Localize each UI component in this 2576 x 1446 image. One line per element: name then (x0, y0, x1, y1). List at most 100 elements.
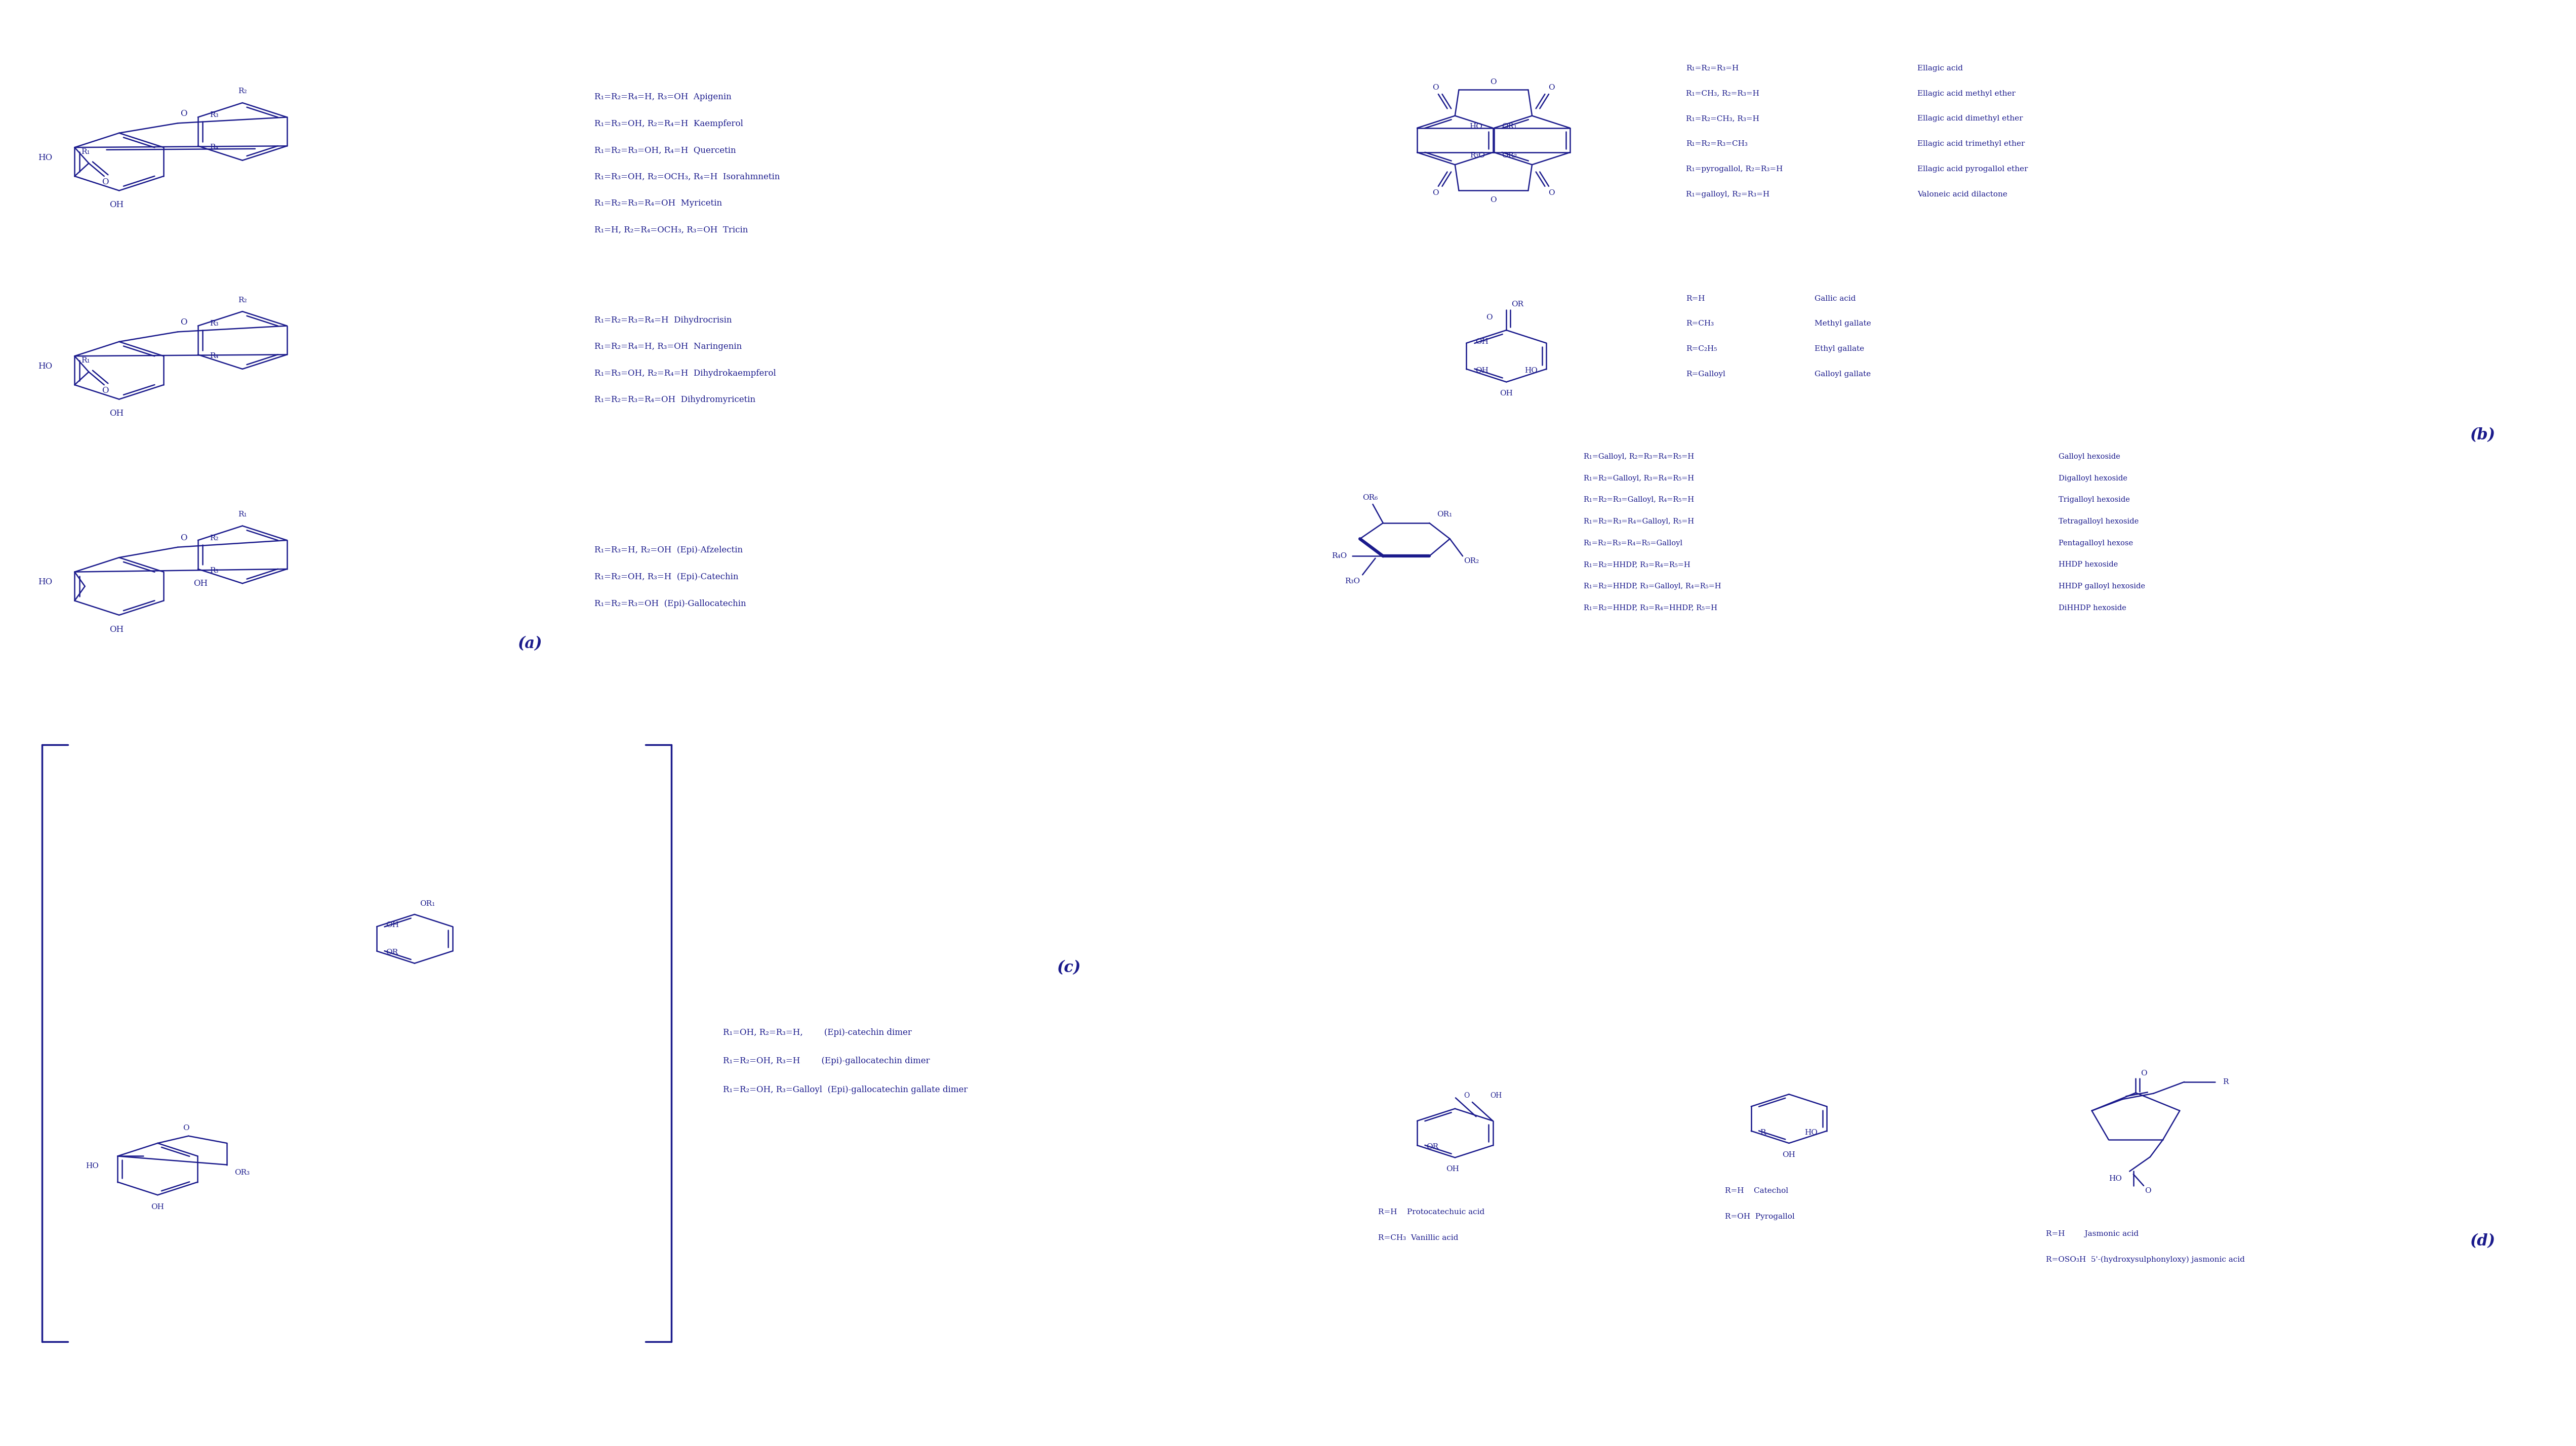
Text: R₂: R₂ (209, 535, 219, 542)
Text: OH: OH (152, 1203, 165, 1210)
Text: R₁=R₃=OH, R₂=OCH₃, R₄=H  Isorahmnetin: R₁=R₃=OH, R₂=OCH₃, R₄=H Isorahmnetin (595, 172, 781, 181)
Text: R=H        Jasmonic acid: R=H Jasmonic acid (2045, 1231, 2138, 1238)
Text: O: O (2146, 1187, 2151, 1194)
Text: R₁: R₁ (237, 510, 247, 518)
Text: OR₁: OR₁ (420, 899, 435, 907)
Text: OH: OH (1783, 1151, 1795, 1158)
Text: R₁=R₂=R₃=R₄=Galloyl, R₅=H: R₁=R₂=R₃=R₄=Galloyl, R₅=H (1584, 518, 1695, 525)
Text: R₁=R₂=Galloyl, R₃=R₄=R₅=H: R₁=R₂=Galloyl, R₃=R₄=R₅=H (1584, 474, 1695, 482)
Text: R₁=R₂=R₃=OH  (Epi)-Gallocatechin: R₁=R₂=R₃=OH (Epi)-Gallocatechin (595, 599, 747, 607)
Text: R=Galloyl: R=Galloyl (1687, 370, 1726, 377)
Text: R₁=R₂=R₄=H, R₃=OH  Naringenin: R₁=R₂=R₄=H, R₃=OH Naringenin (595, 343, 742, 351)
Text: R₁: R₁ (80, 149, 90, 155)
Text: OH: OH (108, 625, 124, 633)
Text: R₁=R₂=R₃=R₄=H  Dihydrocrisin: R₁=R₂=R₃=R₄=H Dihydrocrisin (595, 315, 732, 324)
Text: R₁=R₃=OH, R₂=R₄=H  Kaempferol: R₁=R₃=OH, R₂=R₄=H Kaempferol (595, 120, 742, 129)
Text: R₁=galloyl, R₂=R₃=H: R₁=galloyl, R₂=R₃=H (1687, 191, 1770, 198)
Text: R₂: R₂ (237, 88, 247, 95)
Text: OR₂: OR₂ (1502, 152, 1517, 159)
Text: R₄O: R₄O (1332, 552, 1347, 560)
Text: DiHHDP hexoside: DiHHDP hexoside (2058, 604, 2125, 612)
Text: R₁=R₂=R₃=R₄=R₅=Galloyl: R₁=R₂=R₃=R₄=R₅=Galloyl (1584, 539, 1682, 547)
Text: R₁=R₂=OH, R₃=H        (Epi)-gallocatechin dimer: R₁=R₂=OH, R₃=H (Epi)-gallocatechin dimer (724, 1057, 930, 1066)
Text: Ellagic acid pyrogallol ether: Ellagic acid pyrogallol ether (1917, 165, 2027, 172)
Text: Ethyl gallate: Ethyl gallate (1814, 346, 1865, 353)
Text: O: O (180, 534, 188, 542)
Text: R₃: R₃ (209, 320, 219, 327)
Text: OR₁: OR₁ (1502, 123, 1517, 130)
Text: R₁=R₃=OH, R₂=R₄=H  Dihydrokaempferol: R₁=R₃=OH, R₂=R₄=H Dihydrokaempferol (595, 369, 775, 377)
Text: O: O (1432, 84, 1440, 91)
Text: Trigalloyl hexoside: Trigalloyl hexoside (2058, 496, 2130, 503)
Text: R₁: R₁ (80, 357, 90, 364)
Text: R₁=Galloyl, R₂=R₃=R₄=R₅=H: R₁=Galloyl, R₂=R₃=R₄=R₅=H (1584, 453, 1695, 460)
Text: R=OSO₃H  5'-(hydroxysulphonyloxy) jasmonic acid: R=OSO₃H 5'-(hydroxysulphonyloxy) jasmoni… (2045, 1257, 2244, 1264)
Text: O: O (180, 318, 188, 327)
Text: Tetragalloyl hexoside: Tetragalloyl hexoside (2058, 518, 2138, 525)
Text: OH: OH (1476, 338, 1489, 346)
Text: OH: OH (1445, 1165, 1458, 1173)
Text: R₁=R₂=R₃=H: R₁=R₂=R₃=H (1687, 65, 1739, 72)
Text: HHDP galloyl hexoside: HHDP galloyl hexoside (2058, 583, 2146, 590)
Text: OR₃: OR₃ (234, 1168, 250, 1176)
Text: R₁=R₂=OH, R₃=Galloyl  (Epi)-gallocatechin gallate dimer: R₁=R₂=OH, R₃=Galloyl (Epi)-gallocatechin… (724, 1086, 969, 1095)
Text: Methyl gallate: Methyl gallate (1814, 320, 1870, 327)
Text: O: O (2141, 1070, 2148, 1077)
Text: R₄: R₄ (209, 143, 219, 150)
Text: R₁=R₂=HHDP, R₃=Galloyl, R₄=R₅=H: R₁=R₂=HHDP, R₃=Galloyl, R₄=R₅=H (1584, 583, 1721, 590)
Text: OR₁: OR₁ (1437, 510, 1453, 518)
Text: O: O (1492, 197, 1497, 204)
Text: R₃O: R₃O (1471, 152, 1486, 159)
Text: R₁=pyrogallol, R₂=R₃=H: R₁=pyrogallol, R₂=R₃=H (1687, 165, 1783, 172)
Text: R₄: R₄ (209, 353, 219, 360)
Text: (a): (a) (518, 636, 541, 652)
Text: OH: OH (386, 921, 399, 928)
Text: Gallic acid: Gallic acid (1814, 295, 1855, 302)
Text: Galloyl hexoside: Galloyl hexoside (2058, 453, 2120, 460)
Text: R₁=R₂=R₃=CH₃: R₁=R₂=R₃=CH₃ (1687, 140, 1749, 147)
Text: HO: HO (39, 578, 52, 586)
Text: OH: OH (193, 578, 209, 587)
Text: Galloyl gallate: Galloyl gallate (1814, 370, 1870, 377)
Text: R₁=OH, R₂=R₃=H,        (Epi)-catechin dimer: R₁=OH, R₂=R₃=H, (Epi)-catechin dimer (724, 1028, 912, 1037)
Text: OH: OH (108, 409, 124, 418)
Text: R₃: R₃ (209, 567, 219, 574)
Text: OR: OR (1427, 1144, 1437, 1151)
Text: R₁=R₂=HHDP, R₃=R₄=HHDP, R₅=H: R₁=R₂=HHDP, R₃=R₄=HHDP, R₅=H (1584, 604, 1718, 612)
Text: HO: HO (2110, 1176, 2123, 1181)
Text: O: O (1463, 1092, 1471, 1099)
Text: Ellagic acid dimethyl ether: Ellagic acid dimethyl ether (1917, 116, 2022, 121)
Text: R₂: R₂ (237, 296, 247, 304)
Text: R₁=CH₃, R₂=R₃=H: R₁=CH₃, R₂=R₃=H (1687, 90, 1759, 97)
Text: R₃O: R₃O (1345, 577, 1360, 584)
Text: HHDP hexoside: HHDP hexoside (2058, 561, 2117, 568)
Text: R₁=R₃=H, R₂=OH  (Epi)-Afzelectin: R₁=R₃=H, R₂=OH (Epi)-Afzelectin (595, 547, 742, 555)
Text: R₁=R₂=CH₃, R₃=H: R₁=R₂=CH₃, R₃=H (1687, 116, 1759, 121)
Text: Ellagic acid: Ellagic acid (1917, 65, 1963, 72)
Text: O: O (103, 178, 108, 187)
Text: R₃: R₃ (209, 111, 219, 119)
Text: Ellagic acid methyl ether: Ellagic acid methyl ether (1917, 90, 2014, 97)
Text: (b): (b) (2470, 428, 2496, 442)
Text: (d): (d) (2470, 1233, 2496, 1249)
Text: O: O (1548, 84, 1553, 91)
Text: R₁=R₂=R₄=H, R₃=OH  Apigenin: R₁=R₂=R₄=H, R₃=OH Apigenin (595, 93, 732, 101)
Text: R=C₂H₅: R=C₂H₅ (1687, 346, 1718, 353)
Text: R₁=R₂=R₃=R₄=OH  Myricetin: R₁=R₂=R₃=R₄=OH Myricetin (595, 200, 721, 208)
Text: O: O (1432, 189, 1440, 197)
Text: HO: HO (39, 362, 52, 370)
Text: Digalloyl hexoside: Digalloyl hexoside (2058, 474, 2128, 482)
Text: R₁=R₂=R₃=OH, R₄=H  Quercetin: R₁=R₂=R₃=OH, R₄=H Quercetin (595, 146, 737, 155)
Text: R=OH  Pyrogallol: R=OH Pyrogallol (1726, 1213, 1795, 1220)
Text: O: O (1548, 189, 1553, 197)
Text: HO: HO (39, 153, 52, 162)
Text: OH: OH (1492, 1092, 1502, 1099)
Text: R: R (2223, 1079, 2228, 1086)
Text: R=H: R=H (1687, 295, 1705, 302)
Text: (c): (c) (1056, 960, 1082, 976)
Text: OR₆: OR₆ (1363, 495, 1378, 502)
Text: OR: OR (1512, 301, 1525, 308)
Text: O: O (1486, 314, 1492, 321)
Text: HO: HO (1806, 1129, 1819, 1137)
Text: OR: OR (386, 949, 397, 956)
